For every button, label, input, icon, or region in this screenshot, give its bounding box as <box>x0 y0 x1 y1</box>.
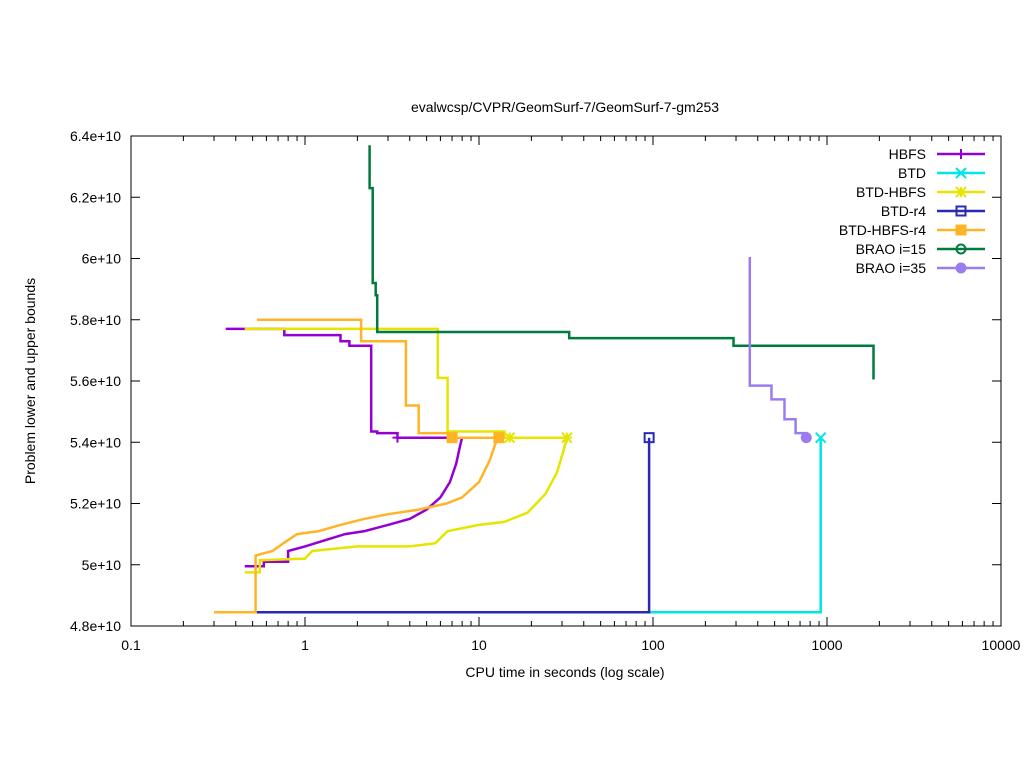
legend-marker <box>955 243 967 255</box>
series-btd-hbfs-r4 <box>214 318 505 614</box>
x-tick-label: 10 <box>471 637 487 653</box>
legend-label: HBFS <box>889 146 926 162</box>
marker-stroke <box>956 149 966 159</box>
legend-item-brao-i-15: BRAO i=15 <box>856 241 985 257</box>
legend-marker <box>955 224 967 236</box>
upper-bound-line <box>368 145 875 380</box>
legend-item-btd-r4: BTD-r4 <box>881 203 985 219</box>
x-tick-label: 10000 <box>982 637 1021 653</box>
marker-shape <box>643 432 655 444</box>
legend-item-btd: BTD <box>898 165 985 181</box>
marker-stroke <box>955 186 967 198</box>
marker-shape <box>955 224 967 236</box>
legend-marker <box>955 205 967 217</box>
legend-label: BTD <box>898 165 926 181</box>
marker-shape <box>955 205 967 217</box>
y-axis-label: Problem lower and upper bounds <box>22 278 38 484</box>
legend-label: BTD-r4 <box>881 203 926 219</box>
marker-stroke <box>561 431 573 444</box>
series-hbfs <box>225 327 464 568</box>
marker-stroke <box>392 432 403 443</box>
legend-label: BRAO i=35 <box>856 260 927 276</box>
series-btd-r4 <box>255 432 655 614</box>
y-tick-label: 5e+10 <box>82 557 122 573</box>
data-point-marker <box>503 431 516 444</box>
marker-shape <box>955 262 967 274</box>
legend-item-brao-i-35: BRAO i=35 <box>856 260 985 276</box>
data-point-marker <box>800 432 812 444</box>
marker-stroke <box>503 431 516 444</box>
legend-marker <box>955 186 967 198</box>
upper-bound-line <box>244 327 567 439</box>
x-tick-label: 1000 <box>811 637 842 653</box>
marker-shape <box>493 432 505 444</box>
data-point-marker <box>561 431 573 444</box>
lower-bound-line <box>244 437 569 574</box>
marker-shape <box>446 432 458 444</box>
legend-item-btd-hbfs: BTD-HBFS <box>856 184 985 200</box>
data-point-marker <box>446 432 458 444</box>
axis-ticks: 0.1 1 10 100 1000 10000 4.8e+10 5e+10 5.2e+10 5.4… <box>70 128 1021 653</box>
legend-label: BRAO i=15 <box>856 241 927 257</box>
legend-label: BTD-HBFS-r4 <box>839 222 926 238</box>
data-point-marker <box>392 432 403 443</box>
chart-title: evalwcsp/CVPR/GeomSurf-7/GeomSurf-7-gm25… <box>411 99 719 115</box>
series-brao-i-15 <box>368 145 875 380</box>
x-tick-label: 1 <box>301 637 309 653</box>
legend-label: BTD-HBFS <box>856 184 926 200</box>
lower-bound-line <box>255 437 651 614</box>
plot-frame <box>130 135 1002 627</box>
y-tick-label: 4.8e+10 <box>70 618 121 634</box>
y-tick-label: 5.8e+10 <box>70 312 121 328</box>
x-tick-label: 0.1 <box>121 637 141 653</box>
legend-marker <box>956 149 966 159</box>
x-tick-label: 100 <box>641 637 665 653</box>
series-layer <box>214 145 875 614</box>
marker-shape <box>955 243 967 255</box>
upper-bound-line <box>748 257 808 438</box>
marker-stroke <box>814 431 827 444</box>
series-brao-i-35 <box>748 257 812 444</box>
data-point-marker <box>643 432 655 444</box>
data-point-marker <box>814 431 827 444</box>
y-tick-label: 6.2e+10 <box>70 189 121 205</box>
lower-bound-line <box>244 437 464 568</box>
upper-bound-line <box>225 327 462 439</box>
legend-item-hbfs: HBFS <box>889 146 985 162</box>
legend-marker <box>955 262 967 274</box>
lower-bound-line <box>214 437 500 614</box>
series-btd-hbfs <box>244 327 573 574</box>
legend-marker <box>955 167 967 179</box>
y-tick-label: 6.4e+10 <box>70 128 121 144</box>
legend-item-btd-hbfs-r4: BTD-HBFS-r4 <box>839 222 985 238</box>
y-tick-label: 5.4e+10 <box>70 434 121 450</box>
data-point-marker <box>493 432 505 444</box>
marker-stroke <box>955 167 967 179</box>
y-tick-label: 5.6e+10 <box>70 373 121 389</box>
x-axis-label: CPU time in seconds (log scale) <box>465 664 664 680</box>
y-tick-label: 5.2e+10 <box>70 496 121 512</box>
y-tick-label: 6e+10 <box>82 251 122 267</box>
legend: HBFS BTD BTD-HBFS BTD-r4 BTD-HBFS-r4 BRAO i=1… <box>839 146 985 276</box>
marker-shape <box>800 432 812 444</box>
